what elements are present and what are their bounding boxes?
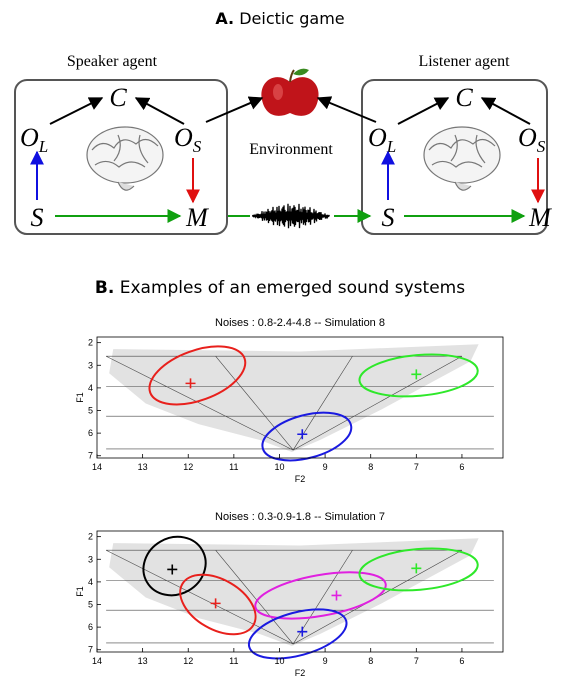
- panel-a-title: A. Deictic game: [215, 9, 344, 28]
- point-cloud: [109, 538, 478, 646]
- brain-icon: [424, 127, 500, 190]
- brain-icon: [87, 127, 163, 190]
- y-tick-label: 2: [88, 532, 93, 542]
- x-tick-label: 10: [274, 656, 284, 666]
- node-ol: OL: [368, 123, 396, 156]
- x-tick-label: 10: [274, 462, 284, 472]
- environment-label: Environment: [249, 141, 333, 158]
- plot: Noises : 0.8-2.4-4.8 -- Simulation 8 F2 F1…: [75, 317, 503, 484]
- y-tick-label: 4: [88, 577, 93, 587]
- apple-icon: [261, 69, 318, 116]
- x-tick-label: 8: [368, 462, 373, 472]
- y-tick-label: 5: [88, 600, 93, 610]
- y-tick-label: 3: [88, 554, 93, 564]
- node-c: C: [455, 83, 473, 112]
- figure: A. Deictic game Speaker agent Listener a…: [0, 0, 561, 686]
- x-tick-label: 13: [138, 462, 148, 472]
- x-tick-label: 14: [92, 656, 102, 666]
- node-c: C: [109, 83, 127, 112]
- sound-wave: [252, 204, 330, 228]
- node-m: M: [185, 203, 209, 232]
- x-tick-label: 8: [368, 656, 373, 666]
- node-os: OS: [174, 123, 202, 156]
- plot-title: Noises : 0.3-0.9-1.8 -- Simulation 7: [215, 511, 385, 523]
- y-axis-label: F1: [75, 392, 85, 403]
- y-tick-label: 4: [88, 383, 93, 393]
- y-tick-label: 5: [88, 406, 93, 416]
- x-tick-label: 6: [459, 462, 464, 472]
- point-cloud: [109, 344, 478, 452]
- y-tick-label: 7: [88, 645, 93, 655]
- node-s: S: [31, 203, 44, 232]
- x-axis-label: F2: [295, 474, 306, 484]
- y-axis-label: F1: [75, 586, 85, 597]
- speaker-title: Speaker agent: [67, 53, 158, 70]
- y-tick-label: 6: [88, 622, 93, 632]
- node-m: M: [528, 203, 552, 232]
- plot-title: Noises : 0.8-2.4-4.8 -- Simulation 8: [215, 317, 385, 329]
- node-ol: OL: [20, 123, 48, 156]
- y-tick-label: 7: [88, 451, 93, 461]
- node-os: OS: [518, 123, 546, 156]
- x-tick-label: 12: [183, 656, 193, 666]
- listener-title: Listener agent: [418, 53, 510, 70]
- y-tick-label: 3: [88, 360, 93, 370]
- x-tick-label: 12: [183, 462, 193, 472]
- x-tick-label: 7: [414, 462, 419, 472]
- x-tick-label: 9: [323, 462, 328, 472]
- x-tick-label: 9: [323, 656, 328, 666]
- node-s: S: [382, 203, 395, 232]
- x-tick-label: 6: [459, 656, 464, 666]
- y-tick-label: 2: [88, 338, 93, 348]
- panel-b-title: B. Examples of an emerged sound systems: [95, 278, 465, 298]
- x-tick-label: 14: [92, 462, 102, 472]
- y-tick-label: 6: [88, 428, 93, 438]
- x-tick-label: 11: [229, 656, 238, 666]
- plot: Noises : 0.3-0.9-1.8 -- Simulation 7 F2 F1…: [75, 511, 503, 678]
- x-tick-label: 11: [229, 462, 238, 472]
- x-tick-label: 7: [414, 656, 419, 666]
- x-tick-label: 13: [138, 656, 148, 666]
- x-axis-label: F2: [295, 668, 306, 678]
